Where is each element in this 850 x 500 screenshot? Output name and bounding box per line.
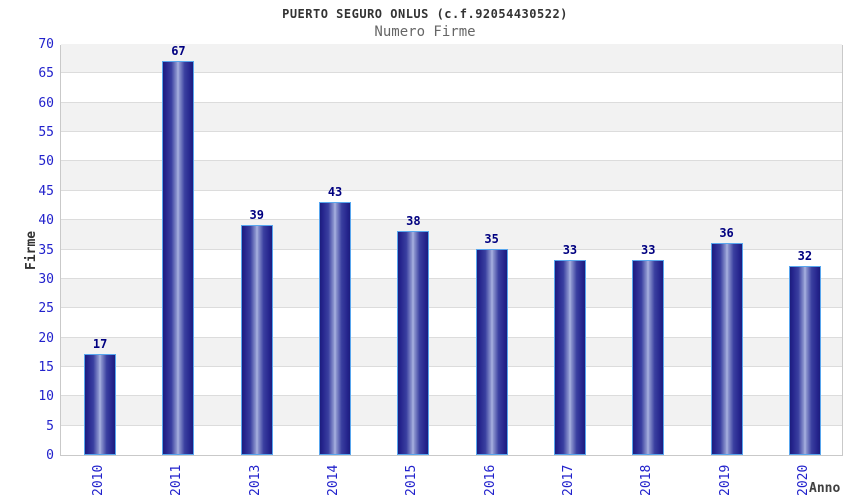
y-tick-label: 50: [38, 154, 54, 170]
y-tick-label: 25: [38, 301, 54, 317]
y-tick-label: 20: [38, 330, 54, 346]
gridline: [61, 336, 842, 338]
chart-subtitle: Numero Firme: [374, 24, 476, 40]
x-tick-label: 2020: [795, 464, 811, 496]
y-tick-label: 30: [38, 271, 54, 287]
bar-2014: [319, 201, 352, 455]
gridline: [61, 131, 842, 133]
bar-value-label: 33: [562, 243, 578, 258]
y-tick-label: 55: [38, 125, 54, 141]
bar-2015: [397, 230, 430, 455]
gridline: [61, 395, 842, 397]
x-tick-label: 2018: [639, 464, 655, 496]
bar-value-label: 39: [249, 208, 264, 223]
gridline: [61, 160, 842, 162]
y-tick-label: 45: [38, 183, 54, 199]
bar-2017: [553, 260, 586, 455]
y-tick-label: 15: [38, 359, 54, 375]
x-tick-label: 2017: [560, 464, 576, 496]
chart-title: PUERTO SEGURO ONLUS (c.f.92054430522): [282, 7, 568, 21]
gridline: [61, 248, 842, 250]
bar-2016: [475, 248, 508, 455]
bar-2010: [84, 354, 117, 455]
x-axis-label: Anno: [809, 481, 841, 496]
bar-2018: [632, 260, 665, 455]
y-tick-label: 65: [38, 66, 54, 82]
gridline: [61, 365, 842, 367]
gridline: [61, 189, 842, 191]
bar-value-label: 36: [719, 225, 734, 240]
y-tick-label: 60: [38, 95, 54, 111]
bar-2013: [240, 225, 273, 455]
gridline: [61, 219, 842, 221]
x-tick-label: 2015: [404, 464, 420, 496]
gridline: [61, 277, 842, 279]
bar-2011: [162, 60, 195, 455]
gridline: [61, 101, 842, 103]
x-tick-label: 2019: [717, 464, 733, 496]
bar-value-label: 43: [327, 184, 343, 199]
y-tick-label: 35: [38, 242, 54, 258]
x-tick-label: 2011: [169, 464, 185, 496]
x-tick-label: 2014: [326, 464, 342, 496]
gridline: [61, 307, 842, 309]
x-tick-label: 2013: [247, 464, 263, 496]
y-tick-label: 10: [38, 389, 54, 405]
gridline: [61, 72, 842, 74]
y-tick-label: 40: [38, 213, 54, 229]
y-tick-label: 5: [46, 418, 54, 434]
bar-value-label: 32: [797, 249, 813, 264]
x-tick-label: 2010: [91, 464, 107, 496]
gridline: [61, 424, 842, 426]
bar-2019: [710, 242, 743, 455]
plot-area: 17 67 39 43 38 35 33 33 36 32: [60, 43, 843, 456]
y-tick-label: 0: [46, 448, 54, 463]
bar-value-label: 17: [92, 337, 108, 352]
x-tick-label: 2016: [482, 464, 498, 496]
y-tick-label: 70: [38, 37, 54, 52]
bar-value-label: 38: [406, 213, 421, 228]
bar-value-label: 67: [171, 43, 186, 58]
bar-value-label: 35: [484, 231, 499, 246]
bar-value-label: 33: [641, 243, 656, 258]
bar-2020: [788, 266, 821, 455]
